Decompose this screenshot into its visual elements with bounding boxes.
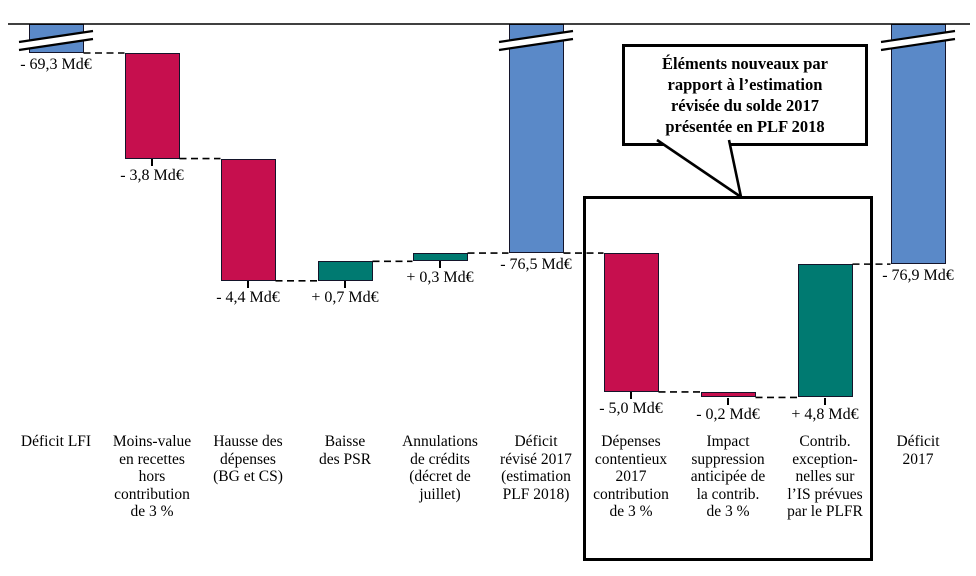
- category-label-5: Annulations de crédits (décret de juille…: [402, 433, 478, 503]
- value-label-9: + 4,8 Md€: [791, 405, 859, 423]
- callout-text: Éléments nouveaux par rapport à l’estima…: [662, 54, 828, 136]
- bar-3: [220, 158, 276, 281]
- bar-label-tick: [727, 397, 729, 405]
- bar-label-tick: [344, 280, 346, 288]
- value-label-5: + 0,3 Md€: [406, 269, 474, 287]
- category-label-2: Moins-value en recettes hors contributio…: [112, 433, 192, 520]
- bar-label-tick: [151, 158, 153, 166]
- bar-label-tick: [630, 391, 632, 399]
- value-label-3: - 4,4 Md€: [216, 288, 280, 306]
- category-label-10: Déficit 2017: [896, 433, 940, 468]
- value-label-1: - 69,3 Md€: [20, 56, 92, 73]
- callout-pointer-edge: [727, 139, 743, 198]
- bar-label-tick: [824, 397, 826, 405]
- bar-2: [124, 53, 180, 159]
- bar-8: [700, 391, 756, 398]
- category-label-9: Contrib. exception- nelles sur l’IS prév…: [787, 433, 863, 520]
- callout-bubble: Éléments nouveaux par rapport à l’estima…: [622, 44, 868, 146]
- category-label-3: Hausse des dépenses (BG et CS): [213, 433, 283, 485]
- bar-9: [797, 264, 853, 398]
- value-label-2: - 3,8 Md€: [120, 166, 184, 184]
- value-label-7: - 5,0 Md€: [599, 399, 663, 417]
- category-label-4: Baisse des PSR: [318, 433, 372, 468]
- callout-pointer-edge: [656, 138, 742, 199]
- value-label-6: - 76,5 Md€: [500, 256, 572, 273]
- bar-1: [28, 24, 84, 53]
- value-label-10: - 76,9 Md€: [882, 267, 954, 285]
- bar-6: [508, 24, 564, 253]
- bar-4: [317, 261, 373, 281]
- category-label-1: Déficit LFI: [20, 433, 92, 450]
- bar-10: [890, 24, 946, 265]
- bar-label-tick: [439, 261, 441, 269]
- category-label-6: Déficit révisé 2017 (estimation PLF 2018…: [500, 433, 572, 503]
- value-label-4: + 0,7 Md€: [311, 288, 379, 306]
- category-label-7: Dépenses contentieux 2017 contribution d…: [593, 433, 669, 520]
- callout-pointer: [659, 140, 741, 197]
- value-label-8: - 0,2 Md€: [696, 405, 760, 423]
- category-label-8: Impact suppression anticipée de la contr…: [690, 433, 766, 520]
- bar-label-tick: [247, 280, 249, 288]
- bar-5: [412, 253, 468, 262]
- bar-7: [603, 253, 659, 392]
